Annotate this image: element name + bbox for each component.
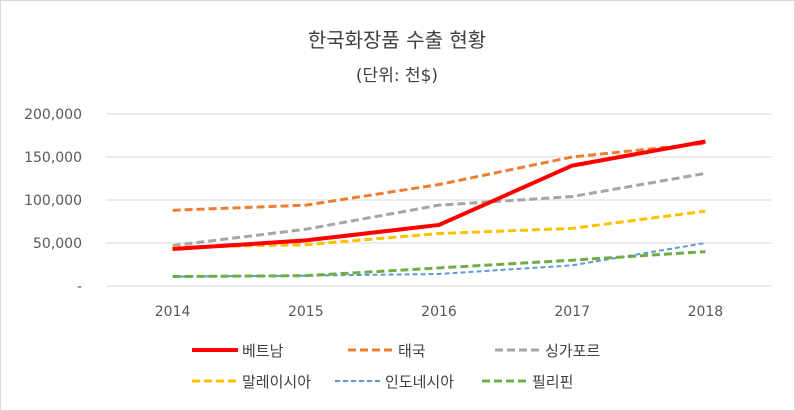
series-line-3 [172, 209, 706, 249]
x-tick-label: 2018 [688, 304, 724, 320]
legend-label-3: 말레이시아 [242, 373, 311, 391]
series-line-0 [172, 139, 706, 252]
legend-label-5: 필리핀 [532, 373, 573, 391]
x-axis-ticks: 2014 2015 2016 2017 2018 [155, 304, 723, 320]
y-tick-label: 50,000 [33, 236, 82, 252]
y-tick-label: 100,000 [24, 193, 82, 209]
y-tick-label: 150,000 [24, 150, 82, 166]
legend-label-1: 태국 [398, 342, 426, 360]
legend-label-2: 싱가포르 [545, 342, 600, 360]
series-line-5 [172, 250, 706, 279]
series-line-1 [172, 141, 706, 212]
y-tick-label: - [77, 279, 82, 295]
chart-subtitle: (단위: 천$) [356, 66, 438, 86]
series-line-2 [172, 171, 706, 248]
series-line-4 [172, 242, 706, 278]
legend-label-0: 베트남 [242, 342, 284, 360]
y-axis-ticks: - 50,000 100,000 150,000 200,000 [24, 107, 82, 295]
x-tick-label: 2016 [421, 304, 457, 320]
legend-label-4: 인도네시아 [385, 373, 454, 391]
series-lines [172, 139, 706, 279]
x-tick-label: 2017 [554, 304, 590, 320]
gridlines [106, 113, 772, 287]
x-tick-label: 2014 [155, 304, 191, 320]
y-tick-label: 200,000 [24, 107, 82, 123]
chart-title: 한국화장품 수출 현황 [308, 28, 486, 52]
x-tick-label: 2015 [288, 304, 324, 320]
